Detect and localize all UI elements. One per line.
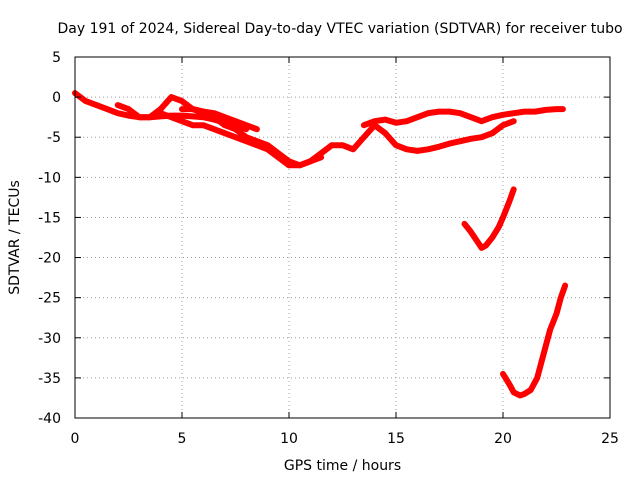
series-line-satellite-track-e (360, 106, 566, 129)
y-tick-label: -15 (38, 210, 61, 226)
y-tick-label: -35 (38, 371, 61, 387)
x-tick-label: 0 (71, 431, 80, 447)
x-tick-label: 25 (601, 431, 619, 447)
y-tick-label: -30 (38, 331, 61, 347)
y-tick-label: -10 (38, 170, 61, 186)
y-tick-label: 5 (52, 50, 61, 66)
x-tick-label: 5 (178, 431, 187, 447)
series-line-satellite-track-f (371, 118, 517, 154)
series-line-satellite-track-d (179, 106, 260, 133)
series-line-satellite-track-h (500, 282, 569, 399)
y-tick-label: -25 (38, 291, 61, 307)
x-tick-label: 20 (494, 431, 512, 447)
plot-frame (74, 56, 611, 419)
series-line-satellite-track-b (114, 94, 378, 169)
y-tick-label: -40 (38, 411, 61, 427)
axis-ticks-and-labels: 0 5 10 15 20 25 5 0 -5 -10 -15 -20 -25 -30 -35 -40 (38, 50, 619, 447)
chart-title: Day 191 of 2024, Sidereal Day-to-day VTE… (57, 21, 622, 37)
y-axis-label: SDTVAR / TECUs (7, 180, 23, 295)
y-tick-label: -20 (38, 251, 61, 267)
x-tick-label: 15 (387, 431, 405, 447)
data-series-group (72, 90, 569, 399)
series-line-satellite-track-c (157, 110, 325, 169)
series-line-satellite-track-g (461, 186, 517, 251)
x-tick-label: 10 (280, 431, 298, 447)
y-tick-label: 0 (52, 90, 61, 106)
y-tick-label: -5 (47, 130, 61, 146)
x-axis-label: GPS time / hours (284, 458, 401, 474)
